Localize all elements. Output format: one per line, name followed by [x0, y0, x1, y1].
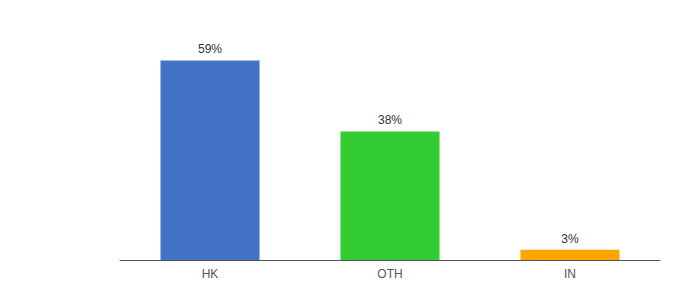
svg-text:HK: HK [202, 267, 219, 281]
svg-text:3%: 3% [561, 232, 579, 246]
svg-text:38%: 38% [378, 113, 402, 127]
svg-text:59%: 59% [198, 42, 222, 56]
svg-text:IN: IN [564, 267, 576, 281]
svg-text:OTH: OTH [377, 267, 402, 281]
